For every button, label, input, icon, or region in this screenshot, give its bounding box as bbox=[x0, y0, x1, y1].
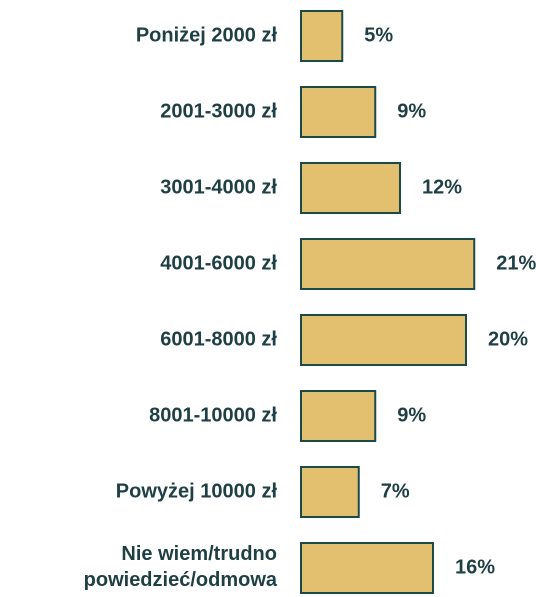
bar bbox=[300, 162, 401, 214]
category-label: 3001-4000 zł bbox=[160, 176, 277, 198]
category-label: Powyżej 10000 zł bbox=[116, 480, 278, 502]
bar bbox=[300, 542, 434, 594]
value-label: 9% bbox=[397, 100, 426, 122]
bar bbox=[300, 466, 360, 518]
bar bbox=[300, 390, 377, 442]
category-label: 4001-6000 zł bbox=[160, 252, 277, 274]
category-label: 6001-8000 zł bbox=[160, 328, 277, 350]
value-label: 5% bbox=[364, 24, 393, 46]
value-label: 9% bbox=[397, 404, 426, 426]
value-label: 21% bbox=[496, 252, 536, 274]
bar bbox=[300, 314, 467, 366]
value-label: 12% bbox=[422, 176, 462, 198]
category-label: 8001-10000 zł bbox=[149, 404, 277, 426]
bar bbox=[300, 10, 344, 62]
value-label: 16% bbox=[455, 556, 495, 578]
category-label: Nie wiem/trudno powiedzieć/odmowa bbox=[84, 543, 278, 591]
bar bbox=[300, 86, 377, 138]
category-label: 2001-3000 zł bbox=[160, 100, 277, 122]
category-label: Poniżej 2000 zł bbox=[136, 24, 278, 46]
bar bbox=[300, 238, 476, 290]
value-label: 7% bbox=[381, 480, 410, 502]
value-label: 20% bbox=[488, 328, 528, 350]
